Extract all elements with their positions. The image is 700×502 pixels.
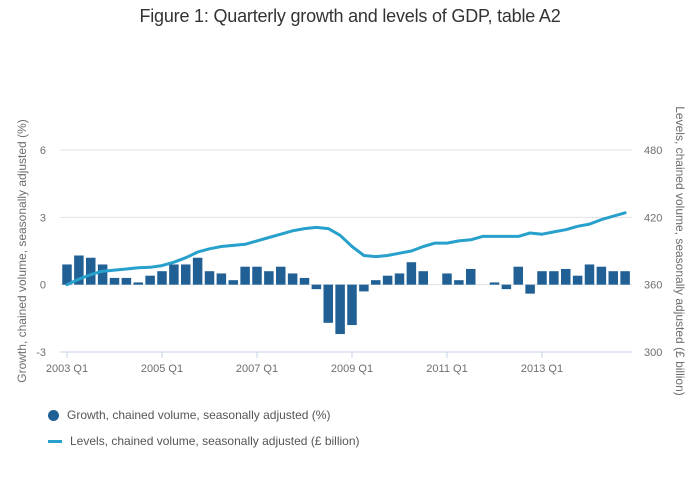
growth-bar (145, 275, 155, 285)
legend-circle-icon (48, 409, 59, 421)
growth-bar (371, 280, 381, 285)
levels-line (65, 211, 627, 287)
growth-bar (382, 275, 393, 285)
growth-bar (335, 284, 345, 335)
growth-bar (537, 271, 547, 285)
legend-label-growth: Growth, chained volume, seasonally adjus… (67, 408, 331, 422)
axes: -3 0 3 6 300 360 420 480 2003 Q1 2005 Q1 2007 Q1 20… (36, 145, 662, 375)
growth-bar (157, 271, 167, 285)
growth-bar (608, 271, 618, 285)
x-tick-label: 2005 Q1 (141, 363, 183, 375)
x-tick-label: 2003 Q1 (46, 363, 88, 375)
growth-bar (501, 284, 512, 290)
gridlines (60, 149, 632, 286)
y-left-tick-label: 3 (40, 212, 46, 224)
growth-bar (561, 268, 571, 285)
growth-bar (489, 282, 500, 285)
growth-bar (276, 266, 286, 285)
growth-bar (192, 257, 203, 285)
growth-bar (572, 275, 583, 285)
growth-bar (549, 271, 559, 285)
y-right-tick-label: 300 (644, 347, 662, 359)
growth-bar (181, 264, 191, 285)
growth-bar (442, 273, 452, 285)
chart-title: Figure 1: Quarterly growth and levels of… (139, 6, 561, 26)
y-axis-left-title: Growth, chained volume, seasonally adjus… (15, 119, 29, 382)
growth-bar (204, 271, 215, 285)
growth-bar (347, 284, 357, 326)
growth-bars (62, 255, 630, 335)
y-left-tick-label: 6 (40, 145, 46, 157)
legend-label-levels: Levels, chained volume, seasonally adjus… (70, 434, 360, 448)
growth-bar (584, 264, 595, 285)
growth-bar (74, 255, 84, 285)
y-right-tick-label: 420 (644, 212, 662, 224)
y-right-tick-label: 360 (644, 280, 662, 292)
growth-bar (133, 282, 143, 285)
growth-bar (323, 284, 333, 323)
growth-bar (121, 277, 132, 285)
growth-bar (299, 277, 310, 285)
growth-bar (596, 266, 607, 285)
growth-bar (228, 280, 238, 285)
legend-line-icon (48, 439, 62, 443)
growth-bar (525, 284, 535, 294)
y-left-tick-label: -3 (36, 347, 46, 359)
growth-bar (62, 264, 72, 285)
y-right-tick-label: 480 (644, 145, 662, 157)
growth-bar (359, 284, 369, 292)
x-tick-label: 2013 Q1 (521, 363, 563, 375)
growth-bar (252, 266, 262, 285)
growth-bar (264, 271, 274, 285)
growth-bar (454, 280, 464, 285)
growth-bar (97, 264, 108, 285)
y-left-tick-label: 0 (40, 280, 46, 292)
growth-bar (406, 262, 417, 285)
growth-bar (216, 273, 227, 285)
growth-bar (394, 273, 405, 285)
growth-bar (513, 266, 523, 285)
growth-bar (418, 271, 428, 285)
growth-bar (169, 264, 179, 285)
growth-bar (311, 284, 322, 290)
x-tick-label: 2007 Q1 (236, 363, 278, 375)
x-tick-label: 2009 Q1 (331, 363, 373, 375)
growth-bar (620, 271, 630, 285)
growth-bar (86, 257, 96, 285)
x-tick-label: 2011 Q1 (426, 363, 467, 375)
growth-bar (466, 268, 476, 285)
legend-item-growth[interactable]: Growth, chained volume, seasonally adjus… (48, 408, 330, 422)
legend-item-levels[interactable]: Levels, chained volume, seasonally adjus… (48, 434, 360, 448)
growth-bar (240, 266, 250, 285)
y-axis-right-title: Levels, chained volume, seasonally adjus… (673, 106, 687, 396)
growth-bar (287, 273, 298, 285)
growth-bar (109, 277, 120, 285)
